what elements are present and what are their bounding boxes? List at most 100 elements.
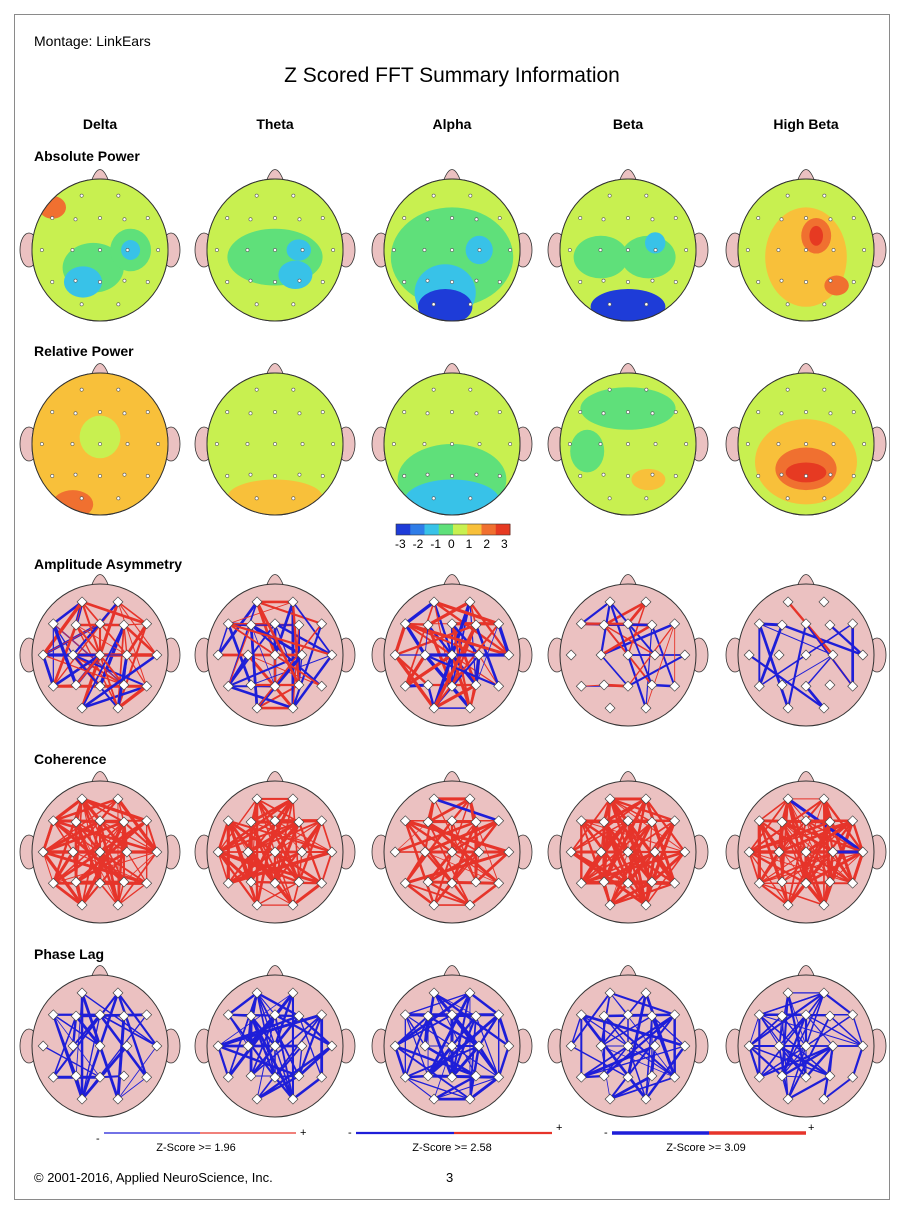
positive-link <box>117 601 148 625</box>
electrode <box>622 1071 634 1083</box>
positive-link <box>600 821 605 853</box>
positive-link <box>123 624 128 656</box>
electrode <box>425 217 430 222</box>
negative-link <box>758 1014 831 1077</box>
electrode <box>464 702 476 714</box>
positive-link <box>600 623 653 657</box>
electrode <box>254 387 259 392</box>
electrode <box>98 216 102 220</box>
electrode <box>497 216 502 220</box>
electrode <box>47 815 59 827</box>
legend1-plus: + <box>300 1127 307 1139</box>
electrode <box>94 649 106 661</box>
positive-link <box>75 654 101 686</box>
topomap-relative-alpha <box>371 363 533 516</box>
positive-link <box>292 624 300 709</box>
positive-link <box>145 820 158 853</box>
negative-link <box>42 1045 101 1078</box>
electrode <box>273 442 277 446</box>
electrode <box>293 876 305 888</box>
negative-link <box>298 1015 323 1078</box>
band-high-beta: High Beta <box>773 116 839 132</box>
electrode <box>419 1040 431 1052</box>
negative-link <box>851 1045 864 1078</box>
positive-link <box>117 851 158 906</box>
topomap-absolute-alpha <box>371 169 533 322</box>
electrode <box>79 302 84 307</box>
negative-link <box>748 654 825 710</box>
electrode <box>800 877 812 889</box>
electrode <box>646 876 658 888</box>
positive-link <box>581 820 685 853</box>
positive-link <box>603 624 656 656</box>
positive-link <box>805 798 825 853</box>
electrode <box>575 877 587 889</box>
electrode <box>598 1010 610 1022</box>
negative-link <box>609 601 656 656</box>
electrode <box>98 280 102 284</box>
negative-link <box>405 992 471 1016</box>
zscore-region <box>573 235 628 279</box>
electrode <box>673 216 678 220</box>
electrode <box>326 846 338 858</box>
electrode <box>474 278 479 283</box>
negative-link <box>644 1045 686 1100</box>
positive-link <box>292 882 323 907</box>
positive-link <box>123 624 158 656</box>
electrode <box>779 217 784 222</box>
negative-link <box>227 992 258 1016</box>
electrode <box>824 1070 836 1082</box>
negative-link <box>72 1014 101 1047</box>
electrode <box>646 816 658 828</box>
topomap-absolute-high-beta <box>725 169 887 322</box>
electrode <box>824 876 836 888</box>
electrode <box>402 216 407 220</box>
electrode <box>679 1040 691 1052</box>
electrode <box>622 877 634 889</box>
electrode <box>293 1010 305 1022</box>
negative-link <box>81 624 125 709</box>
electrode <box>604 987 616 999</box>
electrode <box>94 815 106 827</box>
electrode <box>782 1093 794 1105</box>
electrode <box>151 1040 163 1052</box>
electrode <box>391 442 396 446</box>
electrode <box>446 618 458 630</box>
electrode <box>121 649 133 661</box>
electrode <box>622 1040 634 1052</box>
negative-link <box>781 654 834 686</box>
electrode <box>776 619 788 631</box>
negative-link <box>600 654 629 687</box>
electrode <box>653 248 658 252</box>
electrode <box>598 248 603 252</box>
electrode <box>212 1040 224 1052</box>
electrode <box>669 815 681 827</box>
electrode <box>779 411 784 416</box>
negative-link <box>433 1076 499 1100</box>
electrode <box>818 793 830 805</box>
positive-link <box>255 601 277 656</box>
colorbar-segment <box>467 524 482 535</box>
positive-link <box>53 819 124 824</box>
electrode <box>607 496 612 501</box>
electrode <box>575 1009 587 1021</box>
electrode <box>650 411 655 416</box>
electrode <box>214 442 219 446</box>
electrode <box>470 679 482 691</box>
electrode <box>422 679 434 691</box>
negative-link <box>609 992 676 1078</box>
positive-link <box>609 882 675 906</box>
negative-link <box>41 654 55 687</box>
negative-link <box>748 1014 760 1047</box>
page-title: Z Scored FFT Summary Information <box>284 64 620 87</box>
electrode <box>847 1009 859 1021</box>
electrode <box>640 987 652 999</box>
positive-link <box>403 654 427 688</box>
electrode <box>245 619 257 631</box>
electrode <box>626 442 630 446</box>
electrode <box>493 1071 505 1083</box>
positive-link <box>273 882 295 906</box>
electrode <box>94 618 106 630</box>
electrode <box>847 618 859 630</box>
electrode <box>626 216 630 220</box>
